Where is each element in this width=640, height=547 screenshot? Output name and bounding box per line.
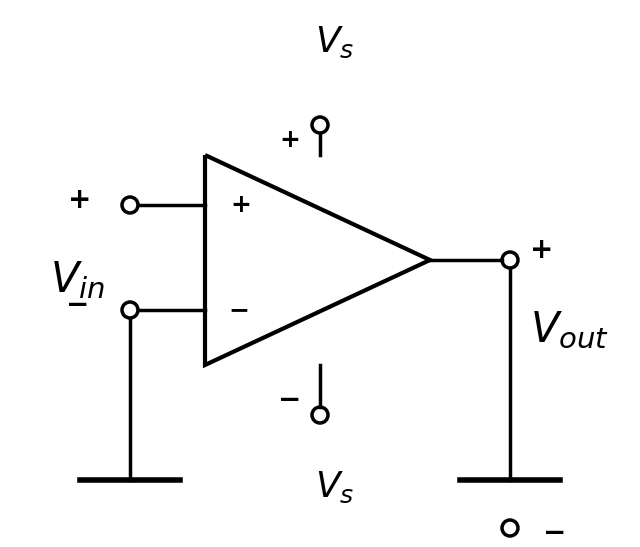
Text: +: +: [280, 128, 300, 152]
Text: $V_{out}$: $V_{out}$: [530, 309, 609, 351]
Text: +: +: [230, 193, 251, 217]
Text: +: +: [68, 186, 92, 214]
Text: $V_s$: $V_s$: [315, 470, 355, 505]
Text: −: −: [228, 298, 249, 322]
Text: $V_{in}$: $V_{in}$: [50, 259, 105, 301]
Text: −: −: [278, 386, 301, 414]
Text: −: −: [543, 519, 566, 547]
Text: +: +: [530, 236, 554, 264]
Text: $V_s$: $V_s$: [315, 25, 355, 60]
Text: −: −: [67, 291, 90, 319]
